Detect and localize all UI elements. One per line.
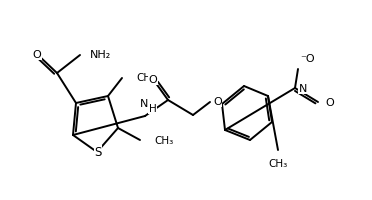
Text: H: H xyxy=(149,103,157,113)
Text: CH₃: CH₃ xyxy=(136,73,155,83)
Text: O: O xyxy=(149,75,157,85)
Text: N: N xyxy=(299,84,307,94)
Text: ⁻O: ⁻O xyxy=(300,54,315,64)
Text: S: S xyxy=(94,146,102,159)
Text: NH₂: NH₂ xyxy=(90,50,111,60)
Text: N: N xyxy=(140,99,148,108)
Text: CH₃: CH₃ xyxy=(268,158,288,168)
Text: O: O xyxy=(33,50,41,60)
Text: O: O xyxy=(213,97,222,106)
Text: CH₃: CH₃ xyxy=(154,135,173,145)
Text: O: O xyxy=(325,98,334,107)
